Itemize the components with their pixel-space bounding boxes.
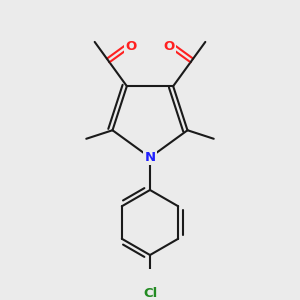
Text: O: O (125, 40, 136, 53)
Text: Cl: Cl (143, 286, 157, 300)
Text: N: N (144, 151, 156, 164)
Text: O: O (164, 40, 175, 53)
